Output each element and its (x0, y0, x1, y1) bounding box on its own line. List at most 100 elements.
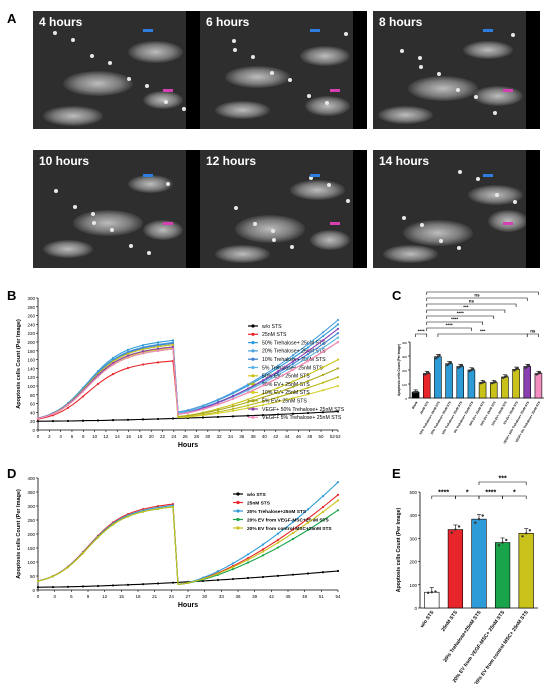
bright-spot (147, 251, 151, 255)
series-point (171, 339, 175, 342)
data-point (426, 591, 430, 595)
bar (447, 529, 464, 609)
timepoint-label: 8 hours (379, 15, 423, 29)
series-point (201, 577, 205, 581)
timepoint-label: 12 hours (206, 154, 257, 168)
series-point (246, 561, 250, 564)
x-tick-label: 27 (185, 594, 191, 599)
series-point (96, 375, 100, 378)
series-point (231, 409, 235, 412)
data-point (513, 369, 516, 372)
significance-bracket (415, 333, 428, 337)
data-point (528, 529, 532, 532)
y-tick-label: 140 (27, 366, 35, 371)
x-tick-label: 45 (285, 594, 291, 599)
bright-spot (420, 223, 424, 227)
series-point (216, 412, 220, 415)
y-tick-label: 0 (405, 397, 407, 401)
series-point (171, 417, 175, 420)
pink-arrow-icon (163, 222, 173, 225)
data-point (497, 543, 501, 547)
series-point (306, 508, 310, 511)
series-point (261, 381, 265, 385)
data-point (434, 357, 438, 360)
series-point (216, 408, 220, 412)
series-point (321, 350, 325, 353)
y-tick-label: 400 (27, 476, 35, 481)
cell-body (235, 215, 305, 243)
y-axis-label: Apoptosis cells Count (Per Image) (16, 319, 22, 409)
bright-spot (344, 32, 348, 36)
legend-label: 5% EV+ 25nM STS (262, 399, 307, 405)
series-point (321, 510, 325, 513)
cell-body (290, 180, 345, 200)
series-point (96, 584, 100, 588)
timepoint-label: 6 hours (206, 15, 250, 29)
cell-body (225, 66, 290, 88)
series-point (336, 318, 340, 322)
micrograph-5: 12 hours (200, 150, 367, 268)
y-tick-label: 100 (27, 384, 35, 389)
series-point (276, 532, 280, 535)
series-point (216, 415, 220, 419)
legend-label: 10% Trehalose+ 25nM STS (262, 357, 326, 363)
bar (422, 373, 431, 399)
series-point (276, 396, 280, 399)
bright-spot (327, 183, 331, 187)
bright-spot (108, 61, 112, 65)
series-point (276, 366, 280, 370)
significance-label: **** (418, 329, 425, 334)
bright-spot (288, 78, 292, 82)
legend-marker (236, 500, 240, 505)
x-tick-label: 21 (152, 594, 158, 599)
blue-arrow-icon (483, 29, 493, 32)
series-point (261, 403, 265, 407)
bright-spot (164, 100, 168, 104)
blue-arrow-icon (310, 174, 320, 177)
x-tick-label: 28 (194, 434, 200, 439)
y-tick-label: 180 (27, 349, 35, 354)
series-point (171, 581, 175, 584)
series-point (276, 546, 280, 549)
image-border (353, 150, 367, 268)
series-point (231, 403, 235, 406)
series-point (141, 344, 145, 347)
series-point (231, 415, 235, 418)
bright-spot (53, 31, 57, 35)
series-point (111, 360, 115, 363)
significance-label: **** (457, 311, 464, 316)
data-point (436, 355, 440, 358)
series-point (276, 373, 280, 377)
cell-body (128, 175, 173, 193)
y-tick-label: 0 (32, 588, 35, 593)
bright-spot (253, 222, 257, 226)
data-point (521, 535, 524, 538)
series-point (261, 550, 265, 553)
y-tick-label: 0 (32, 428, 35, 433)
x-tick-label: 42 (273, 434, 279, 439)
legend-marker (251, 399, 255, 403)
series-point (276, 541, 280, 544)
series-point (231, 394, 235, 398)
bar (456, 366, 465, 399)
data-point (481, 514, 484, 517)
significance-bracket (502, 495, 527, 499)
series-point (81, 552, 85, 555)
x-tick-label: 48 (302, 594, 308, 599)
series-point (231, 562, 235, 565)
y-tick-label: 120 (27, 375, 35, 380)
pink-arrow-icon (163, 89, 173, 92)
data-point (501, 541, 504, 544)
cell-body (43, 106, 103, 126)
y-tick-label: 300 (409, 536, 417, 541)
series-point (321, 331, 325, 334)
cell-body (310, 230, 350, 250)
cell-body (408, 76, 478, 101)
series-point (321, 346, 325, 349)
bar (512, 369, 520, 399)
series-point (306, 572, 310, 575)
y-tick-label: 200 (27, 532, 35, 537)
data-point (459, 365, 462, 368)
bar (501, 376, 509, 399)
